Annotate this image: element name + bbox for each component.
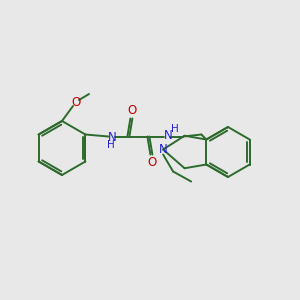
Text: O: O bbox=[148, 156, 157, 169]
Text: H: H bbox=[170, 124, 178, 134]
Text: H: H bbox=[106, 140, 114, 151]
Text: N: N bbox=[108, 131, 117, 144]
Text: O: O bbox=[71, 95, 81, 109]
Text: O: O bbox=[128, 104, 137, 117]
Text: N: N bbox=[164, 129, 173, 142]
Text: N: N bbox=[159, 143, 167, 156]
